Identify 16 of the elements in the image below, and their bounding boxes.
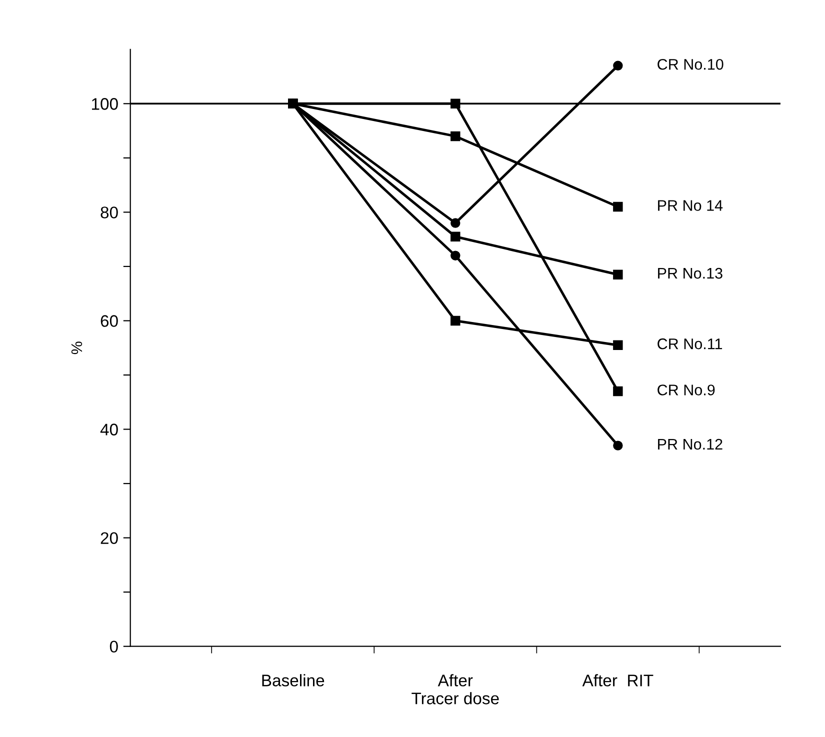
text: PR No.13 (658, 268, 722, 279)
y-tick-label: 0 (110, 640, 118, 653)
y-tick-label: 40 (100, 424, 118, 436)
y-axis-title: % (71, 342, 82, 354)
y-tick-label: 100 (92, 98, 118, 110)
y-tick-label: 60 (100, 315, 118, 327)
text: PR No 14 (658, 200, 723, 211)
x-tick-label: After RIT (582, 674, 654, 686)
text: CR No.10 (658, 58, 724, 70)
x-tick-label: After Tracer dose (412, 674, 499, 704)
x-tick-label: Baseline (262, 674, 324, 686)
text: CR No.11 (658, 338, 722, 350)
text: CR No.9 (658, 384, 715, 396)
y-tick-label: 20 (100, 532, 118, 544)
y-tick-label: 80 (100, 206, 118, 218)
text: PR No.12 (658, 438, 722, 450)
